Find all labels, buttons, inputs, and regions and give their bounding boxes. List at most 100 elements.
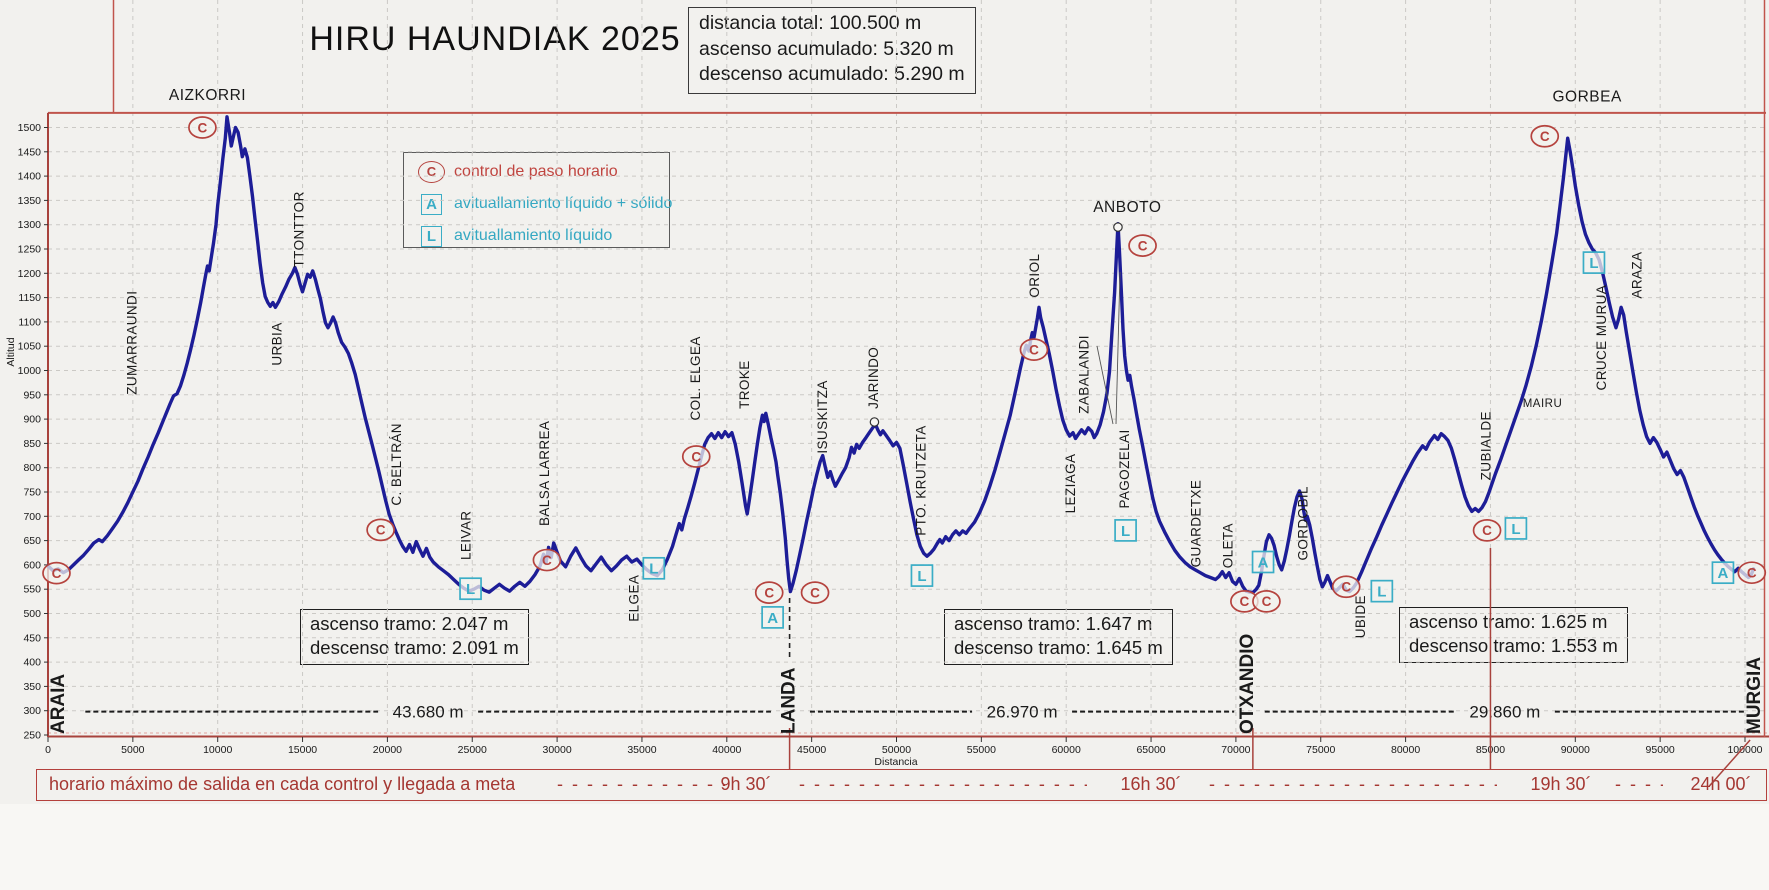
- svg-text:1050: 1050: [18, 341, 42, 353]
- aid-liquid-markers: L L L L L L L: [459, 251, 1606, 603]
- rotated-place-labels: ZUMARRAUNDI URBIA TTONTTOR C. BELTRÁN LEIVAR…: [124, 191, 1644, 638]
- svg-text:25000: 25000: [458, 744, 487, 756]
- summit-label: GORBEA: [1553, 88, 1622, 105]
- legend-row-aid-solid: A avituallamiento líquido + sólido: [418, 192, 672, 216]
- svg-text:15000: 15000: [288, 744, 317, 756]
- place-label: ISUSKITZA: [815, 380, 830, 453]
- place-label: JARINDO: [866, 347, 881, 409]
- town-label: ARAIA: [48, 674, 69, 734]
- tramo-box-3: ascenso tramo: 1.625 m descenso tramo: 1…: [1399, 607, 1628, 663]
- svg-text:20000: 20000: [373, 744, 402, 756]
- svg-text:650: 650: [23, 535, 41, 547]
- svg-text:1300: 1300: [18, 219, 42, 231]
- legend-label-aid-liquid: avituallamiento líquido: [454, 227, 613, 244]
- schedule-boundary-marks: [788, 548, 1751, 787]
- control-circle-icon: [681, 445, 711, 468]
- svg-text:C: C: [1262, 594, 1272, 609]
- aid-solid-square-icon: [1711, 561, 1735, 585]
- tramo2-descent: descenso tramo: 1.645 m: [954, 637, 1163, 658]
- place-label: TROKE: [737, 360, 752, 409]
- svg-text:800: 800: [23, 462, 41, 474]
- svg-text:450: 450: [23, 632, 41, 644]
- town-label: LANDA: [779, 667, 800, 734]
- summit-label: AIZKORRI: [169, 87, 246, 104]
- summary-box: distancia total: 100.500 m ascenso acumu…: [688, 7, 976, 94]
- place-label: ZABALANDI: [1076, 335, 1091, 414]
- town-label: OTXANDIO: [1237, 634, 1258, 734]
- place-label: GUARDETXE: [1188, 480, 1203, 568]
- svg-text:1400: 1400: [18, 171, 42, 183]
- svg-text:L: L: [1511, 521, 1520, 538]
- svg-text:250: 250: [23, 730, 41, 742]
- svg-text:10000: 10000: [203, 744, 232, 756]
- summary-total-ascent: ascenso acumulado: 5.320 m: [699, 37, 954, 60]
- aid-liquid-square-icon: [459, 577, 482, 601]
- schedule-time-zubialde: 19h 30´: [1530, 774, 1592, 794]
- place-label: ORIOL: [1027, 253, 1042, 297]
- svg-text:L: L: [1121, 523, 1130, 540]
- svg-text:500: 500: [23, 608, 41, 620]
- place-label: ZUMARRAUNDI: [124, 291, 139, 395]
- town-labels: ARAIA LANDA OTXANDIO MURGIA: [48, 634, 1765, 734]
- svg-text:600: 600: [23, 559, 41, 571]
- svg-text:40000: 40000: [712, 744, 741, 756]
- svg-text:550: 550: [23, 584, 41, 596]
- svg-text:1500: 1500: [18, 122, 42, 134]
- tramo-box-1: ascenso tramo: 2.047 m descenso tramo: 2…: [300, 609, 529, 665]
- pagozelai-leader-lines: [1096, 271, 1121, 425]
- svg-text:L: L: [1589, 255, 1598, 272]
- svg-text:1000: 1000: [18, 365, 42, 377]
- schedule-time-landa: 9h 30´: [720, 774, 772, 794]
- svg-text:60000: 60000: [1052, 744, 1081, 756]
- svg-text:C: C: [542, 553, 552, 568]
- aid-liquid-square-icon: [1504, 517, 1528, 540]
- control-circle-icon: [188, 116, 217, 139]
- svg-text:35000: 35000: [627, 744, 656, 756]
- control-circle-icon: [42, 561, 71, 585]
- place-label: TTONTTOR: [292, 191, 307, 267]
- schedule-time-otxandio: 16h 30´: [1120, 774, 1182, 794]
- svg-text:45000: 45000: [797, 744, 826, 756]
- aid-solid-square-icon: [1251, 550, 1275, 574]
- place-label: C. BELTRÁN: [389, 423, 404, 506]
- tramo-box-2: ascenso tramo: 1.647 m descenso tramo: 1…: [944, 609, 1173, 665]
- svg-text:A: A: [1258, 554, 1269, 571]
- schedule-dashes-2: - - - - - - - - - - - - - - - - - - - - …: [799, 774, 1087, 794]
- legend-label-aid-solid: avituallamiento líquido + sólido: [454, 195, 673, 212]
- town-label: MURGIA: [1744, 657, 1765, 734]
- page-title: HIRU HAUNDIAK 2025: [309, 20, 681, 58]
- svg-text:A: A: [1718, 565, 1729, 582]
- control-circle-icon: [800, 581, 830, 604]
- aid-liquid-square-icon: [1370, 579, 1394, 603]
- place-label: URBIA: [270, 322, 285, 365]
- svg-text:1200: 1200: [18, 268, 42, 280]
- place-label: UBIDE: [1353, 595, 1368, 638]
- tramo1-descent: descenso tramo: 2.091 m: [310, 637, 519, 658]
- svg-text:80000: 80000: [1391, 744, 1420, 756]
- place-label: COL. ELGEA: [688, 336, 703, 420]
- aid-liquid-square-icon: [1582, 251, 1606, 274]
- svg-text:C: C: [1747, 565, 1757, 580]
- aid-liquid-square-icon: [1114, 519, 1137, 542]
- svg-text:C: C: [198, 120, 208, 135]
- svg-text:30000: 30000: [542, 744, 571, 756]
- summit-point-markers: [869, 222, 1123, 427]
- control-circle-icon: [1128, 234, 1157, 257]
- svg-text:C: C: [691, 449, 701, 464]
- svg-text:1350: 1350: [18, 195, 42, 207]
- svg-text:50000: 50000: [882, 744, 911, 756]
- svg-text:L: L: [466, 581, 475, 598]
- place-label: PTO. KRUTZETA: [914, 425, 929, 535]
- summit-label: ANBOTO: [1093, 199, 1161, 216]
- svg-text:5000: 5000: [121, 744, 145, 756]
- svg-text:29.860 m: 29.860 m: [1469, 703, 1540, 722]
- axis-ticks: 250 300 350 400 450 500 550 600 650 700 750 800 850 9…: [5, 122, 1763, 768]
- svg-text:C: C: [1029, 342, 1039, 357]
- svg-text:L: L: [1377, 584, 1386, 601]
- svg-text:70000: 70000: [1221, 744, 1250, 756]
- svg-text:950: 950: [23, 389, 41, 401]
- svg-text:1150: 1150: [18, 292, 41, 304]
- svg-text:900: 900: [23, 414, 41, 426]
- tramo3-ascent: ascenso tramo: 1.625 m: [1409, 611, 1608, 632]
